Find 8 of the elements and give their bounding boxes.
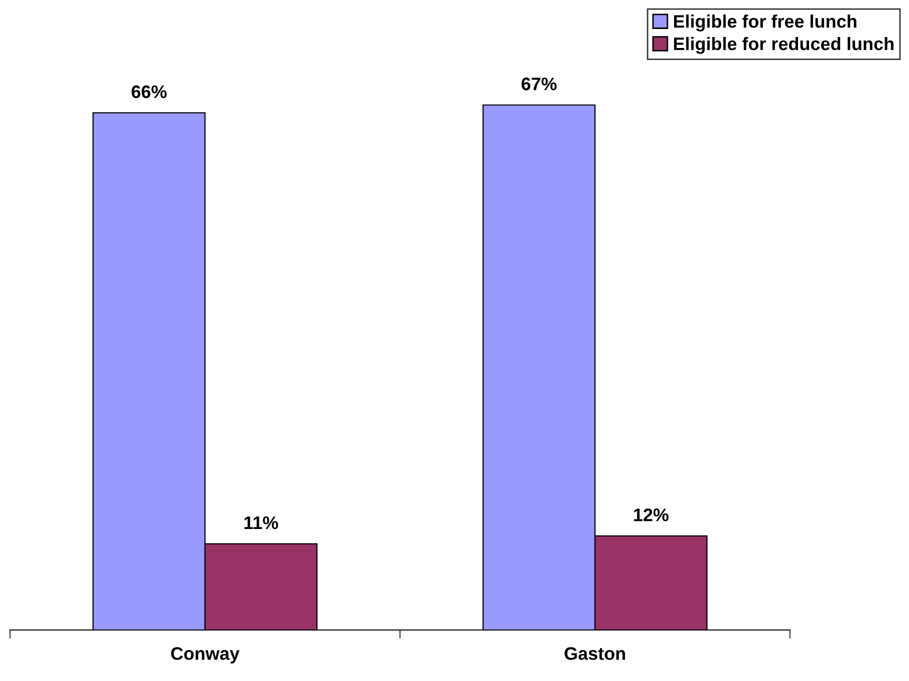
- data-label: 12%: [634, 508, 669, 522]
- x-tick-label: Gaston: [564, 647, 625, 660]
- x-tick-label: Conway: [171, 647, 240, 664]
- data-label: 66%: [132, 85, 167, 98]
- legend-label: Eligible for free lunch: [674, 14, 856, 32]
- data-label: 11%: [244, 516, 278, 530]
- data-label: 67%: [522, 78, 557, 90]
- legend-label: Eligible for reduced lunch: [674, 36, 894, 54]
